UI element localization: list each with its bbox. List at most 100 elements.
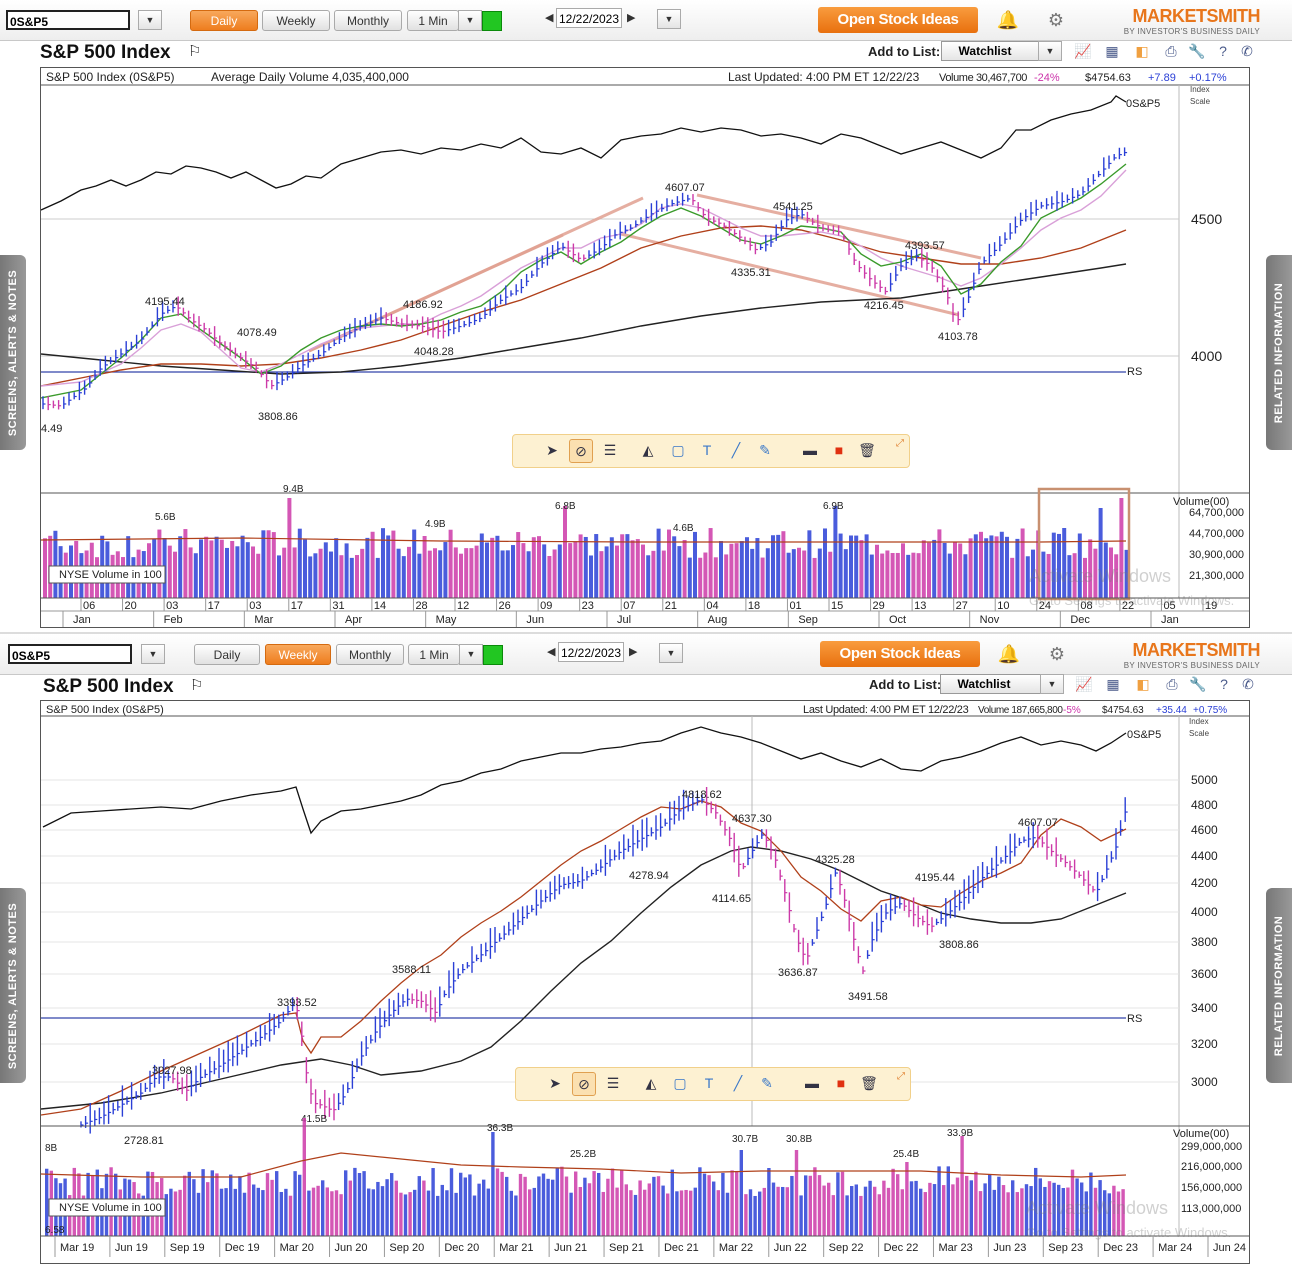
date-prev-icon[interactable]: ◀ — [547, 646, 556, 658]
print-icon[interactable]: ⎙ — [1165, 43, 1177, 59]
trash-icon[interactable]: 🗑 — [858, 442, 876, 458]
screens-alerts-notes-tab[interactable]: SCREENS, ALERTS & NOTES — [0, 888, 26, 1083]
phone-icon[interactable]: ✆ — [1241, 43, 1253, 59]
date-input[interactable]: 12/22/2023 — [556, 8, 622, 28]
date-next-icon[interactable]: ▶ — [629, 646, 638, 658]
weekly-chart-area[interactable]: S&P 500 Index (0S&P5) Last Updated: 4:00… — [40, 700, 1250, 1264]
line-weight-icon[interactable]: ▬ — [805, 1075, 819, 1091]
rectangle-icon[interactable]: ▢ — [673, 1075, 687, 1091]
interval-dropdown-button[interactable]: ▼ — [458, 10, 482, 31]
x-month-label: Sep 22 — [829, 1242, 864, 1254]
weekly-volume-bars — [45, 1118, 1125, 1236]
tools-wrench-icon[interactable]: 🔧 — [1189, 676, 1207, 692]
paint-bucket-icon[interactable]: ◭ — [642, 442, 654, 458]
volume-bar — [1024, 1184, 1029, 1236]
watchlist-dropdown-button[interactable]: ▼ — [1038, 41, 1062, 61]
watchlist-dropdown-button[interactable]: ▼ — [1040, 674, 1064, 694]
help-icon[interactable]: ? — [1220, 676, 1228, 692]
alert-bell-icon[interactable]: 🔔 — [996, 10, 1020, 30]
pencil-icon[interactable]: ✎ — [759, 442, 771, 458]
symbol-input[interactable]: 0S&P5 — [8, 644, 132, 664]
alert-bell-icon[interactable]: 🔔 — [997, 644, 1021, 664]
volume-bar — [167, 545, 172, 598]
paint-bucket-icon[interactable]: ◭ — [645, 1075, 657, 1091]
date-dropdown-button[interactable]: ▼ — [659, 643, 683, 663]
text-tool-icon[interactable]: T — [702, 442, 712, 458]
interval-dropdown-button[interactable]: ▼ — [459, 644, 483, 665]
hide-drawings-icon[interactable]: ⊘ — [572, 1072, 596, 1096]
print-icon[interactable]: ⎙ — [1166, 676, 1178, 692]
volume-bar — [201, 1169, 205, 1236]
date-dropdown-button[interactable]: ▼ — [657, 9, 681, 29]
daily-chart-area[interactable]: S&P 500 Index (0S&P5) Average Daily Volu… — [40, 67, 1250, 628]
select-arrow-icon[interactable]: ➤ — [546, 442, 558, 458]
volume-bar — [812, 557, 817, 598]
watchlist-select[interactable]: Watchlist — [940, 674, 1050, 694]
select-arrow-icon[interactable]: ➤ — [549, 1075, 561, 1091]
live-indicator[interactable] — [483, 645, 503, 665]
layout-grid-icon[interactable]: ▦ — [1105, 43, 1119, 59]
hide-drawings-icon[interactable]: ⊘ — [569, 439, 593, 463]
related-information-tab[interactable]: RELATED INFORMATION — [1266, 255, 1292, 450]
monthly-button[interactable]: Monthly — [336, 644, 404, 665]
settings-gear-icon[interactable]: ⚙ — [1048, 644, 1066, 664]
volume-bar — [969, 1180, 973, 1236]
volume-bar — [225, 547, 229, 598]
rectangle-icon[interactable]: ▢ — [671, 442, 685, 458]
open-stock-ideas-button[interactable]: Open Stock Ideas — [820, 641, 980, 667]
volume-bar — [635, 539, 640, 598]
compare-icon[interactable]: ◧ — [1136, 676, 1150, 692]
relative-strength-line — [41, 95, 1127, 211]
trash-icon[interactable]: 🗑 — [860, 1075, 878, 1091]
volume-bar — [776, 1186, 780, 1236]
volume-bar — [620, 1170, 624, 1236]
pencil-icon[interactable]: ✎ — [761, 1075, 773, 1091]
tools-wrench-icon[interactable]: 🔧 — [1188, 43, 1206, 59]
phone-icon[interactable]: ✆ — [1242, 676, 1254, 692]
volume-bar — [869, 554, 874, 598]
layout-grid-icon[interactable]: ▦ — [1106, 676, 1120, 692]
chart-type-icon[interactable]: 📈 — [1075, 676, 1093, 692]
open-stock-ideas-button[interactable]: Open Stock Ideas — [818, 7, 978, 33]
date-input[interactable]: 12/22/2023 — [558, 642, 624, 662]
list-icon[interactable]: ☰ — [603, 442, 617, 458]
color-swatch-icon[interactable]: ■ — [836, 1075, 846, 1091]
daily-button[interactable]: Daily — [194, 644, 260, 665]
symbol-dropdown-button[interactable]: ▼ — [138, 10, 162, 30]
weekly-button[interactable]: Weekly — [262, 10, 330, 31]
symbol-dropdown-button[interactable]: ▼ — [141, 644, 165, 664]
volume-bar — [293, 1171, 297, 1236]
help-icon[interactable]: ? — [1219, 43, 1227, 59]
rs-label: RS — [1127, 1013, 1142, 1025]
interval-select[interactable]: 1 Min — [407, 10, 459, 31]
related-information-tab[interactable]: RELATED INFORMATION — [1266, 888, 1292, 1083]
flag-icon[interactable]: ⚐ — [190, 677, 204, 694]
settings-gear-icon[interactable]: ⚙ — [1047, 10, 1065, 30]
compare-icon[interactable]: ◧ — [1135, 43, 1149, 59]
line-tool-icon[interactable]: ╱ — [733, 1075, 743, 1091]
volume-bar — [974, 1171, 978, 1236]
weekly-chart-svg[interactable]: S&P 500 Index (0S&P5) Last Updated: 4:00… — [41, 701, 1249, 1263]
volume-bar — [1031, 549, 1035, 598]
weekly-button[interactable]: Weekly — [265, 644, 331, 665]
daily-button[interactable]: Daily — [190, 10, 258, 31]
date-prev-icon[interactable]: ◀ — [545, 12, 554, 24]
daily-chart-svg[interactable]: S&P 500 Index (0S&P5) Average Daily Volu… — [41, 68, 1249, 627]
text-tool-icon[interactable]: T — [704, 1075, 714, 1091]
line-weight-icon[interactable]: ▬ — [803, 442, 817, 458]
line-tool-icon[interactable]: ╱ — [731, 442, 741, 458]
screens-alerts-notes-tab[interactable]: SCREENS, ALERTS & NOTES — [0, 255, 26, 450]
volume-bar — [1075, 1178, 1079, 1236]
expand-toolbar-icon[interactable]: ⤢ — [897, 1071, 905, 1082]
symbol-input[interactable]: 0S&P5 — [6, 10, 130, 30]
live-indicator[interactable] — [482, 11, 502, 31]
list-icon[interactable]: ☰ — [606, 1075, 620, 1091]
flag-icon[interactable]: ⚐ — [188, 43, 202, 60]
chart-type-icon[interactable]: 📈 — [1074, 43, 1092, 59]
date-next-icon[interactable]: ▶ — [627, 12, 636, 24]
monthly-button[interactable]: Monthly — [334, 10, 402, 31]
color-swatch-icon[interactable]: ■ — [834, 442, 844, 458]
expand-toolbar-icon[interactable]: ⤢ — [896, 438, 904, 449]
watchlist-select[interactable]: Watchlist — [941, 41, 1051, 61]
interval-select[interactable]: 1 Min — [408, 644, 460, 665]
